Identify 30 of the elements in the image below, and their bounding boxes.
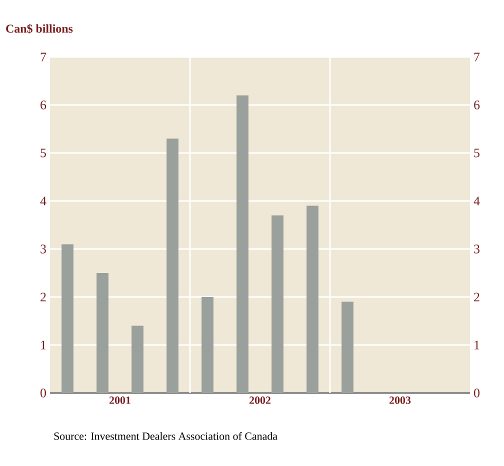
y2-tick-label: 6 [474, 100, 480, 110]
y-tick-label: 2 [40, 292, 46, 302]
bar [62, 244, 74, 393]
y2-tick-label: 4 [474, 196, 480, 206]
bar [132, 326, 144, 393]
bar [306, 206, 318, 393]
bar [236, 95, 248, 393]
bar [272, 215, 284, 393]
y2-tick-label: 7 [474, 52, 480, 62]
bar [342, 302, 354, 393]
y2-tick-label: 1 [474, 340, 480, 350]
y-tick-label: 3 [40, 244, 46, 254]
y-tick-label: 0 [40, 388, 46, 398]
bar [166, 138, 178, 393]
y-tick-label: 1 [41, 340, 46, 350]
y2-tick-label: 2 [474, 292, 480, 302]
bar [202, 297, 214, 393]
bar [96, 273, 108, 393]
source-note: Source: Investment Dealers Association of Canada [54, 432, 278, 440]
y2-tick-label: 3 [474, 244, 480, 254]
y-tick-label: 7 [40, 52, 46, 62]
y-tick-label: 4 [40, 196, 46, 206]
chart-title: Can$ billions [6, 24, 73, 34]
y-tick-label: 6 [40, 100, 46, 110]
x-tick-label: 2001 [109, 396, 130, 404]
y-tick-label: 5 [40, 148, 46, 158]
y2-tick-label: 5 [474, 148, 480, 158]
x-tick-label: 2002 [249, 396, 270, 404]
y2-tick-label: 0 [474, 388, 480, 398]
x-tick-label: 2003 [389, 396, 411, 404]
